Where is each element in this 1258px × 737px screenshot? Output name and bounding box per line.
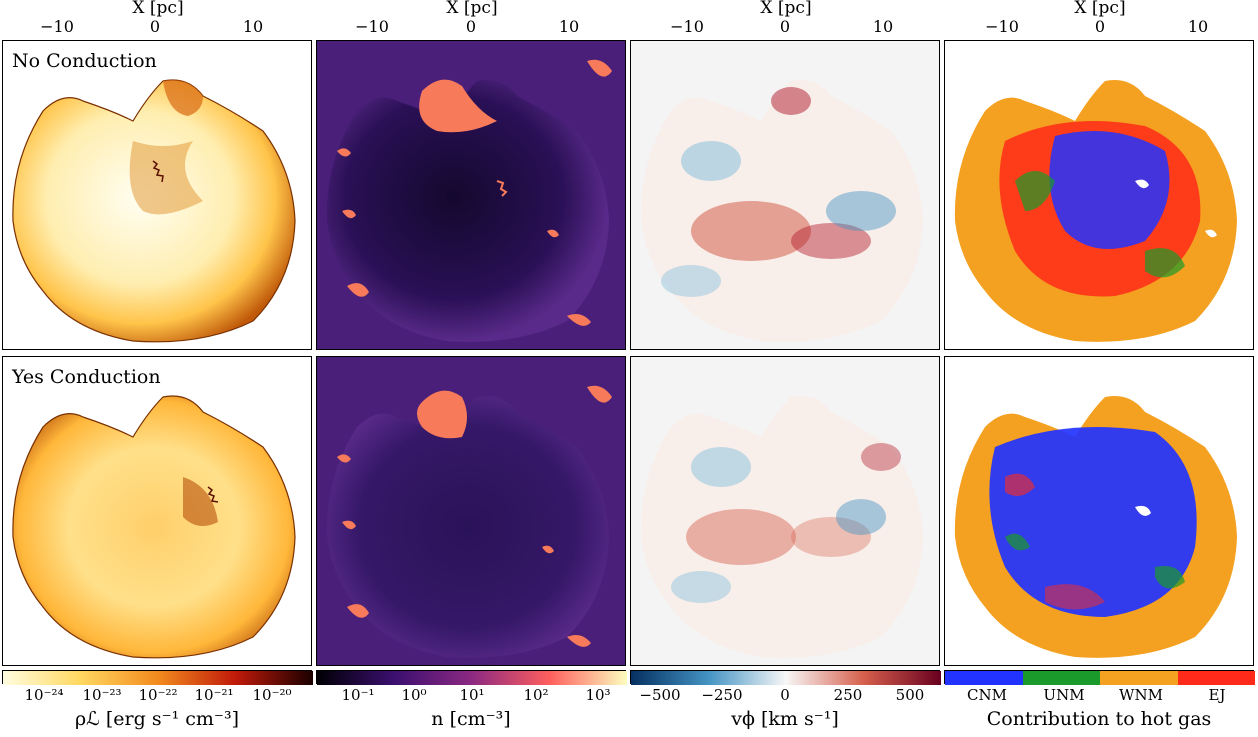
cb-vel-tick-1: −500: [639, 686, 681, 704]
colorbar-density: [316, 670, 627, 685]
x-tick-c2-0: 0: [465, 17, 477, 36]
column-title-3: X [pc]: [760, 0, 812, 18]
cb-vel-tick-4: 250: [833, 686, 863, 704]
x-tick-c3-neg10: −10: [670, 17, 704, 36]
panel-velocity-no-conduction: [630, 40, 940, 350]
panel-contribution-yes-conduction: [944, 356, 1254, 666]
panel-velocity-yes-conduction: [630, 356, 940, 666]
luminosity-map-yes-conduction: [3, 357, 311, 665]
cb-lum-tick-4: 10⁻²¹: [194, 686, 234, 704]
cb-vel-tick-3: 0: [780, 686, 790, 704]
cb-den-tick-3: 10¹: [459, 686, 485, 704]
cb-contrib-tick-wnm: WNM: [1119, 686, 1163, 704]
cb-title-luminosity: ρℒ [erg s⁻¹ cm⁻³]: [75, 708, 239, 730]
x-tick-c1-neg10: −10: [40, 17, 74, 36]
luminosity-map-no-conduction: [3, 41, 311, 349]
density-map-no-conduction: [317, 41, 625, 349]
cb-vel-tick-5: 500: [895, 686, 925, 704]
colorbar-contribution: [944, 670, 1255, 685]
cb-title-density: n [cm⁻³]: [431, 708, 511, 730]
cb-title-contribution: Contribution to hot gas: [986, 708, 1212, 730]
cb-title-velocity: vϕ [km s⁻¹]: [731, 708, 839, 730]
x-tick-c4-10: 10: [1187, 17, 1209, 36]
contribution-map-no-conduction: [945, 41, 1253, 349]
x-tick-c2-10: 10: [558, 17, 580, 36]
x-tick-c4-neg10: −10: [985, 17, 1019, 36]
row-label-no-conduction: No Conduction: [12, 50, 157, 72]
cb-contrib-tick-cnm: CNM: [967, 686, 1007, 704]
cb-lum-tick-2: 10⁻²³: [82, 686, 122, 704]
panel-density-yes-conduction: [316, 356, 626, 666]
panel-luminosity-yes-conduction: [2, 356, 312, 666]
column-title-1: X [pc]: [132, 0, 184, 18]
x-tick-c4-0: 0: [1094, 17, 1106, 36]
cb-den-tick-5: 10³: [585, 686, 611, 704]
cb-den-tick-1: 10⁻¹: [341, 686, 375, 704]
colorbar-velocity: [630, 670, 941, 685]
cb-lum-tick-5: 10⁻²⁰: [252, 686, 292, 704]
x-tick-c2-neg10: −10: [355, 17, 389, 36]
cb-vel-tick-2: −250: [701, 686, 743, 704]
x-tick-c3-0: 0: [779, 17, 791, 36]
cb-den-tick-2: 10⁰: [401, 686, 427, 704]
velocity-map-yes-conduction: [631, 357, 939, 665]
column-title-2: X [pc]: [446, 0, 498, 18]
x-tick-c1-10: 10: [242, 17, 264, 36]
density-map-yes-conduction: [317, 357, 625, 665]
colorbar-luminosity: [2, 670, 313, 685]
x-tick-c3-10: 10: [872, 17, 894, 36]
cb-den-tick-4: 10²: [523, 686, 549, 704]
row-label-yes-conduction: Yes Conduction: [12, 366, 161, 388]
panel-density-no-conduction: [316, 40, 626, 350]
panel-contribution-no-conduction: [944, 40, 1254, 350]
cb-lum-tick-3: 10⁻²²: [138, 686, 178, 704]
panel-luminosity-no-conduction: [2, 40, 312, 350]
cb-contrib-tick-unm: UNM: [1043, 686, 1085, 704]
cb-contrib-tick-ej: EJ: [1208, 686, 1226, 704]
contribution-map-yes-conduction: [945, 357, 1253, 665]
x-tick-c1-0: 0: [149, 17, 161, 36]
cb-lum-tick-1: 10⁻²⁴: [24, 686, 64, 704]
velocity-map-no-conduction: [631, 41, 939, 349]
column-title-4: X [pc]: [1074, 0, 1126, 18]
